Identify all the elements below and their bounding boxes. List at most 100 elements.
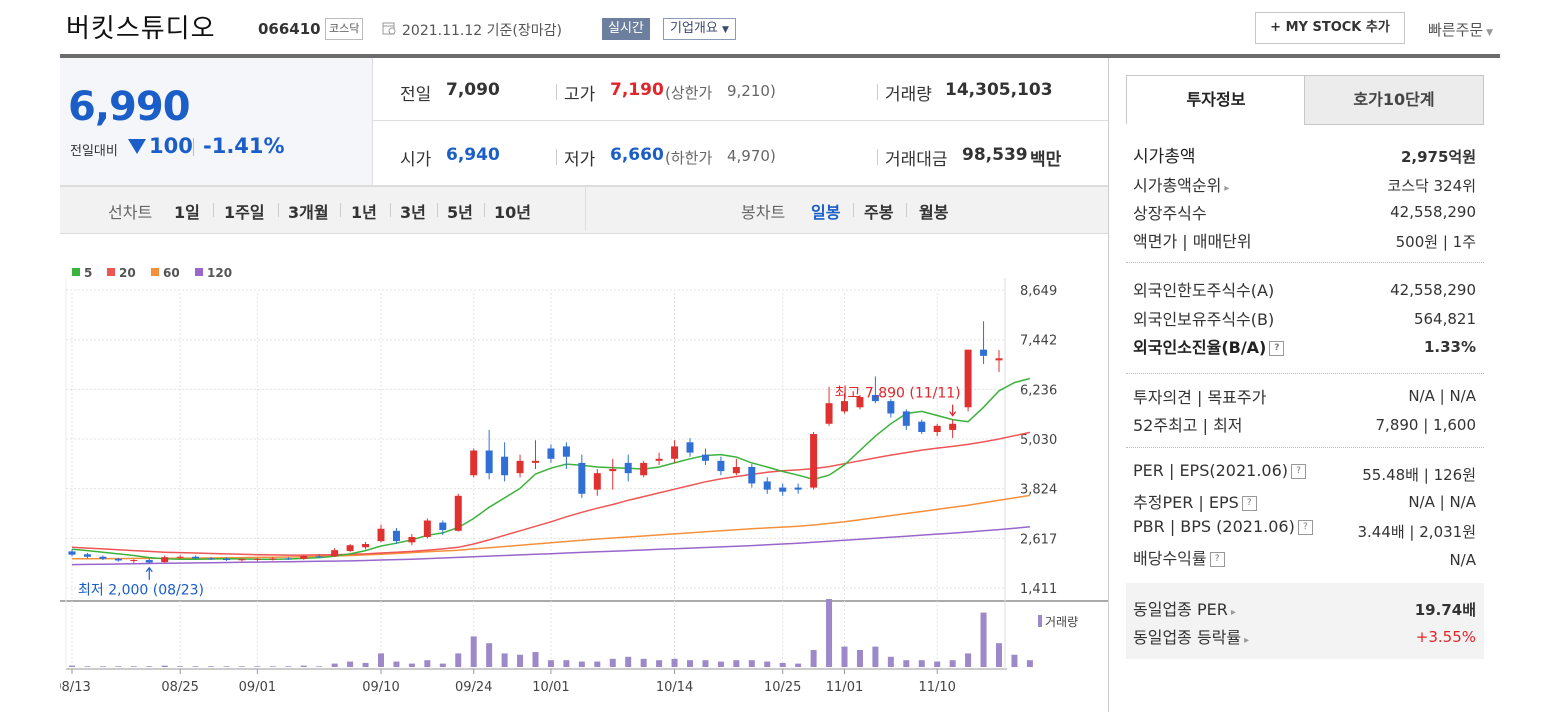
change-percent: -1.41% <box>203 134 285 158</box>
open-label: 시가 <box>400 150 432 170</box>
row-value: 564,821 <box>1413 310 1476 328</box>
volume-bar <box>965 653 972 667</box>
y-tick-label: 5,030 <box>1020 433 1057 448</box>
period-1w[interactable]: 1주일 <box>224 203 265 222</box>
divider <box>877 149 878 165</box>
candle-daily[interactable]: 일봉 <box>811 203 841 222</box>
volume-bar <box>439 663 446 667</box>
divider <box>1126 262 1484 263</box>
panel-divider <box>1108 58 1109 712</box>
volume-bar <box>717 661 724 667</box>
header-divider <box>60 54 1500 58</box>
candle-body <box>825 403 833 424</box>
prev-value: 7,090 <box>446 80 500 100</box>
min-arrow-head <box>145 566 153 573</box>
candle-body <box>362 543 370 548</box>
candle-body <box>995 358 1003 361</box>
info-row-listed-shares: 상장주식수 42,558,290 <box>1133 200 1476 224</box>
help-icon[interactable]: ? <box>1241 496 1257 511</box>
volume-bar <box>269 666 276 667</box>
candle-body <box>300 555 308 559</box>
volume-bar <box>733 660 740 667</box>
volume-bar <box>331 663 338 667</box>
tab-invest-info[interactable]: 투자정보 <box>1126 75 1306 124</box>
candle-body <box>114 558 122 561</box>
candle-body <box>887 401 895 414</box>
y-tick-label: 1,411 <box>1020 582 1057 597</box>
row-value: 42,558,290 <box>1390 281 1476 299</box>
candle-body <box>655 458 663 461</box>
candle-body <box>686 442 694 453</box>
divider <box>1126 447 1484 448</box>
volume-bar <box>609 658 616 667</box>
legend-label: 20 <box>119 266 136 280</box>
help-icon[interactable]: ? <box>1269 341 1285 356</box>
line-chart-label: 선차트 <box>108 203 153 222</box>
x-tick-label: 11/10 <box>918 680 955 695</box>
volume-bar <box>192 666 199 667</box>
help-icon[interactable]: ? <box>1291 464 1306 479</box>
info-row-foreign-ratio: 외국인소진율(B/A)? 1.33% <box>1133 334 1476 358</box>
stats-divider <box>372 58 373 185</box>
candle-body <box>485 450 493 474</box>
candle-chart-label: 봉차트 <box>741 203 786 222</box>
volume-bar <box>300 665 307 667</box>
prev-label: 전일 <box>400 85 432 105</box>
period-5y[interactable]: 5년 <box>447 203 473 222</box>
row-value: +3.55% <box>1415 628 1476 646</box>
candle-body <box>732 466 740 474</box>
quick-order-button[interactable]: 빠른주문 ▼ <box>1428 19 1493 40</box>
open-value: 6,940 <box>446 145 500 165</box>
period-1y[interactable]: 1년 <box>351 203 377 222</box>
period-3y[interactable]: 3년 <box>400 203 426 222</box>
legend-swatch <box>107 268 115 276</box>
stats-divider <box>372 120 1108 121</box>
candle-body <box>547 448 555 459</box>
realtime-button[interactable]: 실시간 <box>602 18 650 40</box>
help-icon[interactable]: ? <box>1209 552 1225 567</box>
candle-body <box>701 454 709 461</box>
company-info-button[interactable]: 기업개요 ▼ <box>663 18 736 40</box>
divider <box>906 203 907 217</box>
volume-bar <box>887 656 894 667</box>
info-row-par-value: 액면가 | 매매단위 500원 | 1주 <box>1133 228 1476 252</box>
y-tick-label: 7,442 <box>1020 334 1057 349</box>
candle-body <box>856 397 864 408</box>
volume-bar <box>687 660 693 667</box>
row-label: 시가총액 <box>1133 147 1196 167</box>
candle-body <box>578 462 586 494</box>
price-date: 2021.11.12 기준(장마감) <box>402 23 562 39</box>
info-row-foreign-holding: 외국인보유주식수(B) 564,821 <box>1133 306 1476 330</box>
volume-bar <box>748 660 755 667</box>
candle-body <box>516 460 524 474</box>
quick-order-label: 빠른주문 <box>1428 21 1484 39</box>
x-tick-label: 11/01 <box>826 680 863 695</box>
row-label: 추정PER | EPS <box>1133 493 1239 512</box>
stock-chart[interactable]: 8,649 7,442 6,236 5,030 3,824 2,617 1,411 08/13… <box>60 233 1108 712</box>
volume-label: 거래량 <box>885 85 932 105</box>
lower-limit-label: (하한가 <box>665 149 713 167</box>
period-3m[interactable]: 3개월 <box>288 203 329 222</box>
price-panel <box>60 58 372 185</box>
candle-body <box>207 558 215 560</box>
info-row-per-eps: PER | EPS(2021.06)? 55.48배 | 126원 <box>1133 461 1476 484</box>
current-price: 6,990 <box>68 84 191 130</box>
low-value: 6,660 <box>610 145 664 165</box>
candle-body <box>794 487 802 490</box>
period-toolbar <box>60 186 1108 234</box>
candle-weekly[interactable]: 주봉 <box>864 203 894 222</box>
period-10y[interactable]: 10년 <box>494 203 531 222</box>
stats-divider <box>60 185 1108 186</box>
row-label: 동일업종 등락률 <box>1133 628 1242 647</box>
help-icon[interactable]: ? <box>1297 520 1313 535</box>
candle-body <box>408 536 416 543</box>
add-mystock-button[interactable]: + MY STOCK 추가 <box>1255 12 1405 44</box>
tab-order-book[interactable]: 호가10단계 <box>1304 75 1484 125</box>
volume-bar <box>208 666 215 667</box>
period-1d[interactable]: 1일 <box>174 203 200 222</box>
candle-body <box>284 558 292 560</box>
info-row-industry-per: 동일업종 PER ▸ 19.74배 <box>1133 596 1476 620</box>
change-value: 100 <box>149 134 193 158</box>
volume-bar <box>424 660 431 667</box>
candle-monthly[interactable]: 월봉 <box>919 203 949 222</box>
